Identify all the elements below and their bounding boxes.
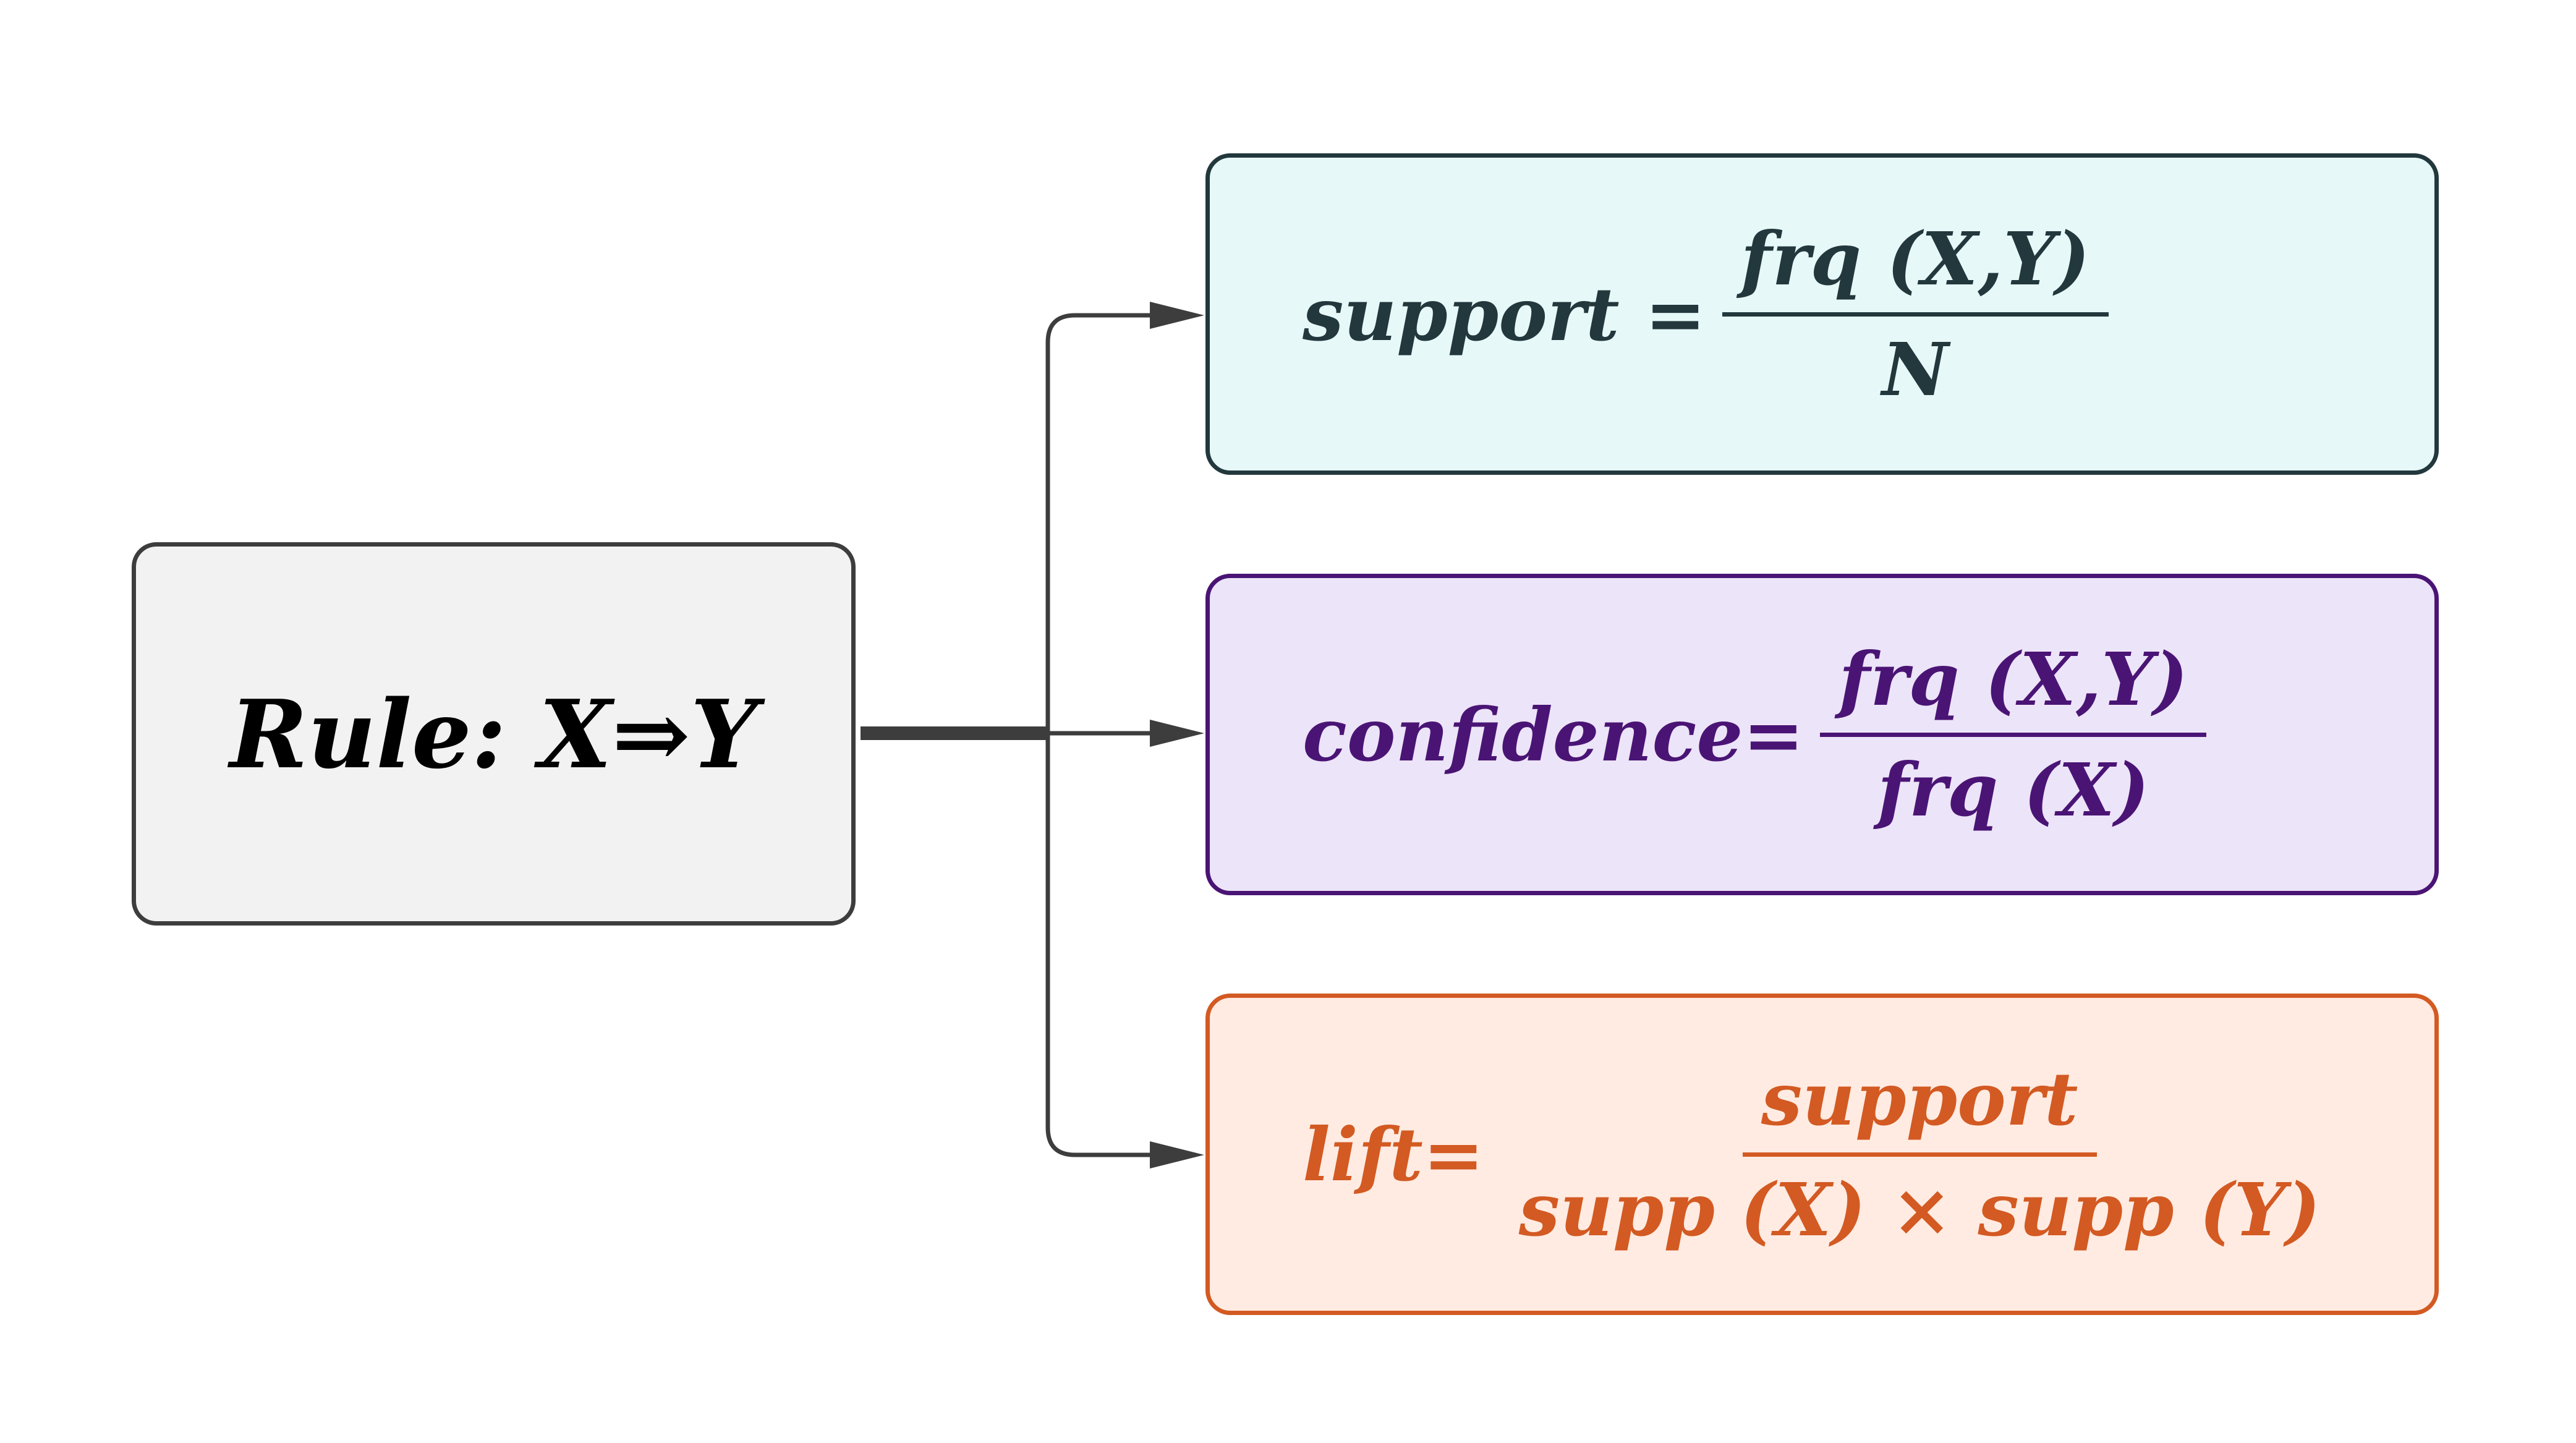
support-denominator: N (1882, 326, 1949, 412)
confidence-formula: confidence= frq (X,Y) frq (X) (1303, 578, 2207, 891)
lift-formula: lift= support supp (X) × supp (Y) (1303, 998, 2339, 1311)
support-fraction: frq (X,Y) N (1722, 220, 2109, 412)
confidence-lhs: confidence= (1303, 691, 1804, 778)
lift-numerator: support (1742, 1060, 2097, 1157)
arrow-lift (1150, 1141, 1204, 1168)
lift-denominator: supp (X) × supp (Y) (1518, 1166, 2321, 1253)
lift-lhs: lift= (1303, 1111, 1484, 1198)
lift-box: lift= support supp (X) × supp (Y) (1205, 994, 2439, 1315)
connector-support (1045, 313, 1150, 733)
arrow-support (1150, 302, 1204, 329)
confidence-denominator: frq (X) (1877, 746, 2149, 833)
lift-fraction: support supp (X) × supp (Y) (1500, 1060, 2339, 1253)
rule-label: Rule: X⇒Y (229, 678, 758, 790)
confidence-box: confidence= frq (X,Y) frq (X) (1205, 574, 2439, 895)
support-formula: support = frq (X,Y) N (1303, 158, 2109, 470)
confidence-fraction: frq (X,Y) frq (X) (1820, 641, 2207, 833)
connector-lift (1045, 733, 1150, 1157)
arrow-confidence (1150, 720, 1204, 747)
confidence-numerator: frq (X,Y) (1820, 641, 2207, 737)
support-lhs: support = (1303, 271, 1706, 357)
support-numerator: frq (X,Y) (1722, 220, 2109, 317)
support-box: support = frq (X,Y) N (1205, 153, 2439, 475)
rule-box: Rule: X⇒Y (132, 542, 856, 926)
